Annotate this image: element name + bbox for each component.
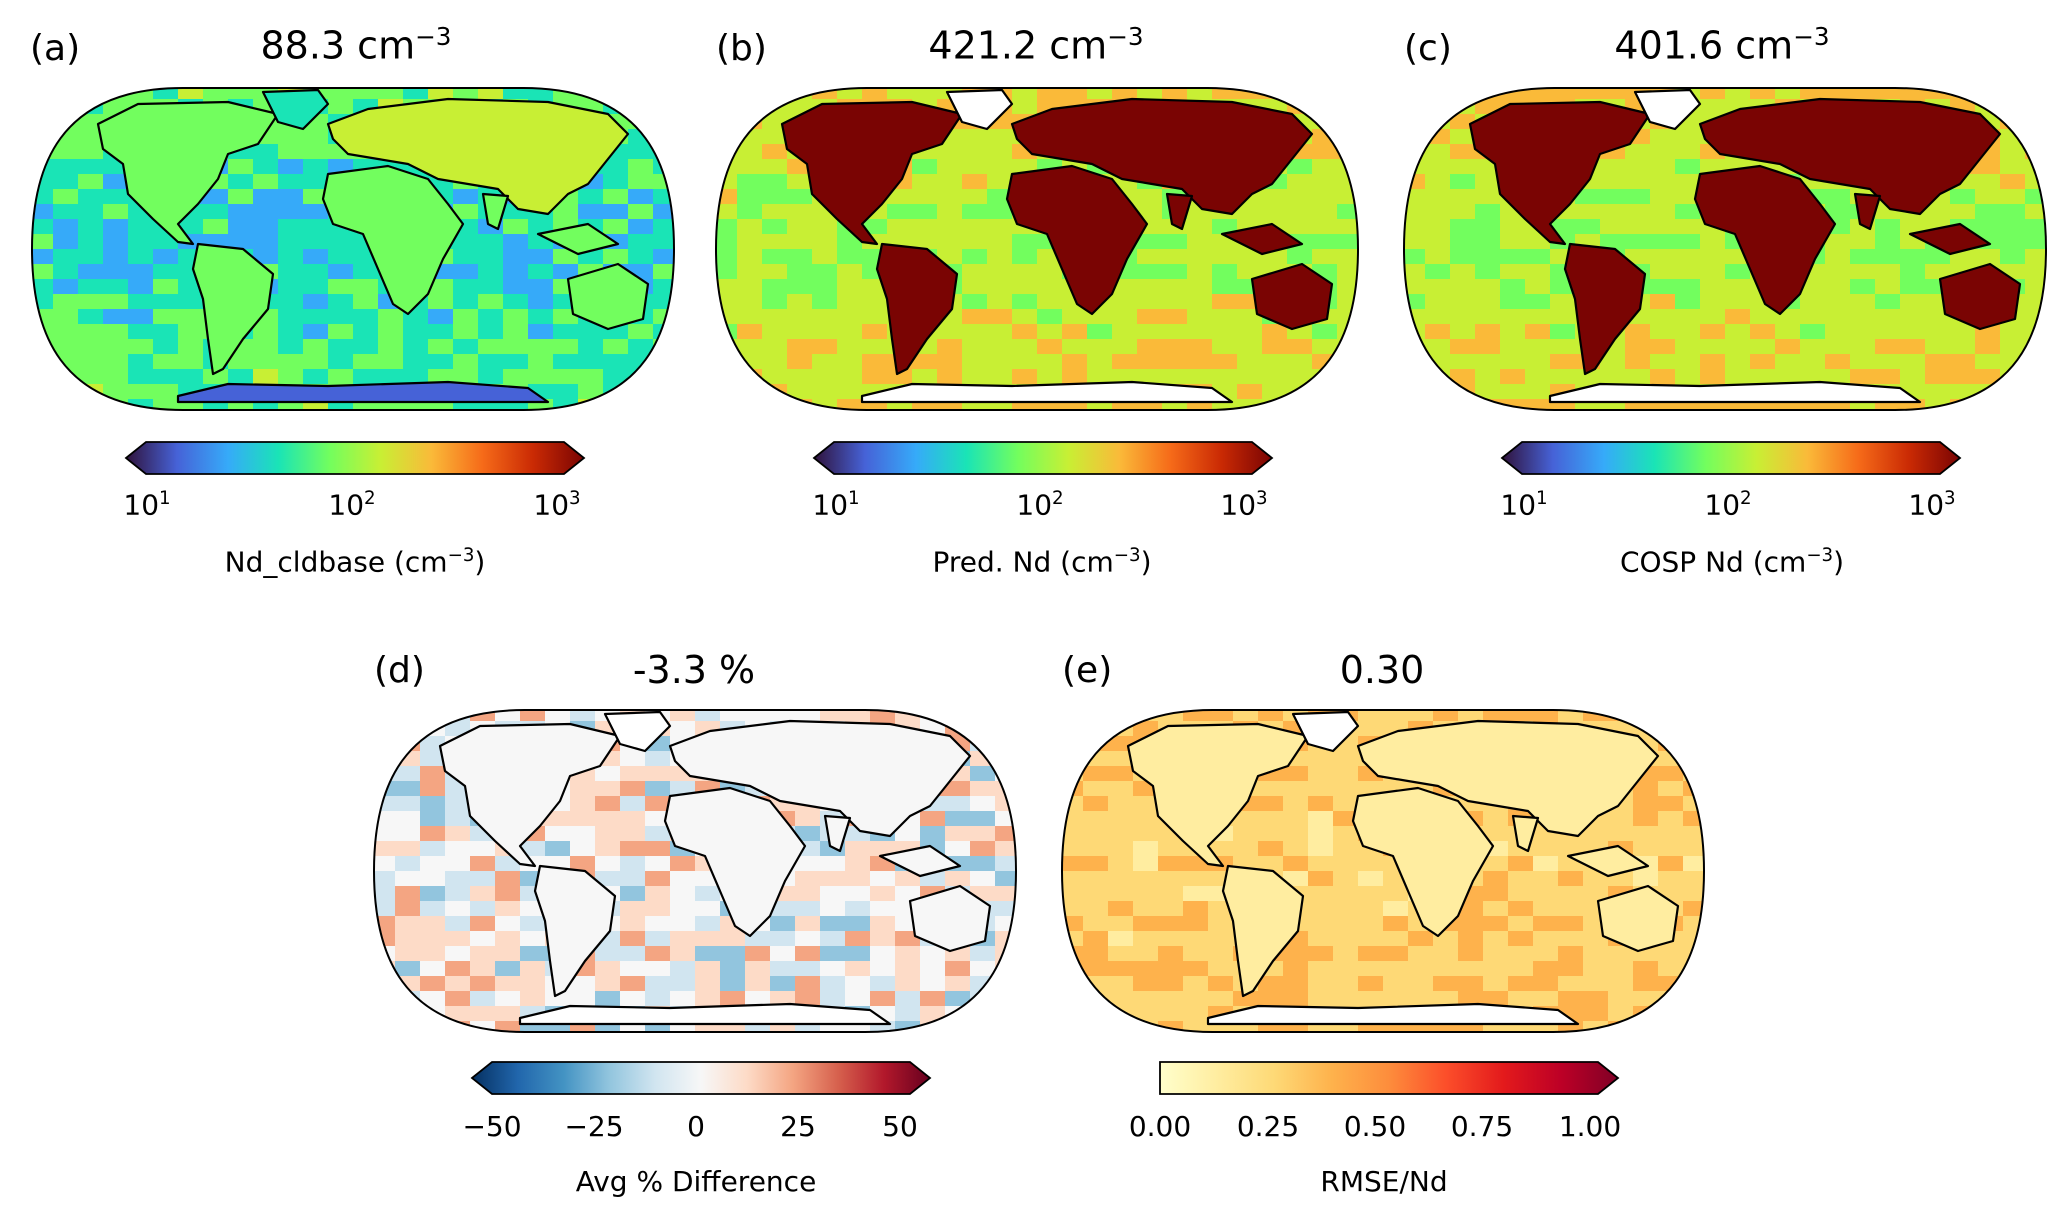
tick-label: 102 bbox=[1704, 488, 1752, 522]
panel-title: 0.30 bbox=[1339, 648, 1425, 692]
colorbar bbox=[1500, 441, 1962, 475]
panel-label: (a) bbox=[30, 28, 81, 69]
colorbar-ticks: −50 −25 0 25 50 bbox=[0, 1110, 1000, 1150]
tick-label: 101 bbox=[812, 488, 860, 522]
panel-title: 421.2 cm−3 bbox=[928, 22, 1144, 68]
colorbar bbox=[470, 1061, 932, 1095]
panel-title: 88.3 cm−3 bbox=[260, 22, 452, 68]
panel-title: 401.6 cm−3 bbox=[1614, 22, 1830, 68]
tick-label: 102 bbox=[328, 488, 376, 522]
panel-label: (c) bbox=[1404, 28, 1452, 69]
tick-label: 0.50 bbox=[1343, 1110, 1407, 1143]
colorbar-label: RMSE/Nd bbox=[1320, 1165, 1448, 1198]
colorbar bbox=[812, 441, 1274, 475]
colorbar-label: Pred. Nd (cm−3) bbox=[932, 545, 1152, 579]
tick-label: 0.25 bbox=[1236, 1110, 1300, 1143]
panel-label: (b) bbox=[716, 28, 767, 69]
tick-label: −25 bbox=[564, 1110, 624, 1143]
colorbar-ticks: 101 102 103 bbox=[0, 488, 700, 528]
map-rmse-over-nd bbox=[1060, 709, 1706, 1033]
tick-label: 50 bbox=[882, 1110, 918, 1143]
tick-label: 103 bbox=[1220, 488, 1268, 522]
map-cosp-nd bbox=[1402, 87, 2048, 411]
tick-label: 1.00 bbox=[1558, 1110, 1622, 1143]
tick-label: −50 bbox=[462, 1110, 522, 1143]
colorbar bbox=[1159, 1061, 1620, 1095]
tick-label: 25 bbox=[780, 1110, 816, 1143]
panel-label: (d) bbox=[374, 650, 425, 691]
tick-label: 101 bbox=[123, 488, 171, 522]
colorbar-ticks: 101 102 103 bbox=[0, 488, 2068, 528]
tick-label: 0.75 bbox=[1450, 1110, 1514, 1143]
colorbar-ticks: 0.00 0.25 0.50 0.75 1.00 bbox=[0, 1110, 1700, 1150]
colorbar bbox=[124, 441, 586, 475]
tick-label: 103 bbox=[533, 488, 581, 522]
map-avg-percent-difference bbox=[372, 709, 1018, 1033]
colorbar-label: Avg % Difference bbox=[575, 1165, 817, 1198]
tick-label: 102 bbox=[1016, 488, 1064, 522]
tick-label: 0 bbox=[687, 1110, 705, 1143]
tick-label: 0.00 bbox=[1128, 1110, 1192, 1143]
colorbar-label: Nd_cldbase (cm−3) bbox=[224, 545, 486, 579]
map-pred-nd bbox=[714, 87, 1360, 411]
panel-label: (e) bbox=[1062, 650, 1113, 691]
colorbar-label: COSP Nd (cm−3) bbox=[1619, 545, 1845, 579]
map-nd-cldbase bbox=[30, 87, 676, 411]
tick-label: 103 bbox=[1908, 488, 1956, 522]
tick-label: 101 bbox=[1500, 488, 1548, 522]
colorbar-ticks: 101 102 103 bbox=[0, 488, 1400, 528]
panel-title: -3.3 % bbox=[632, 648, 756, 692]
